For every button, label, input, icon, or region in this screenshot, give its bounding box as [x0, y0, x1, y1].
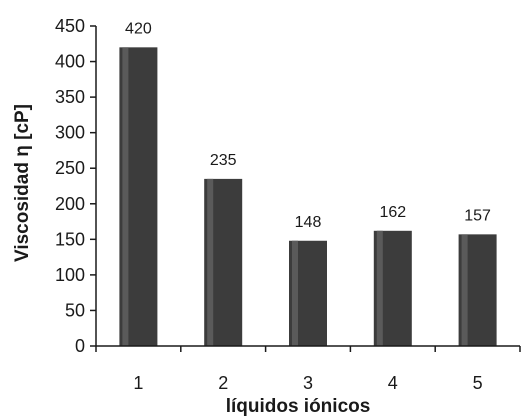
bars [119, 47, 497, 346]
y-tick-label: 0 [75, 336, 85, 356]
x-tick-label-4: 4 [388, 373, 398, 393]
y-tick-label: 200 [55, 194, 85, 214]
y-axis-title: Viscosidad η [cP] [12, 104, 33, 262]
y-tick-label: 100 [55, 265, 85, 285]
bar-highlight [292, 240, 298, 346]
data-label-4: 162 [379, 204, 406, 221]
y-tick-label: 150 [55, 229, 85, 249]
x-tick-label-2: 2 [218, 373, 228, 393]
data-labels: 420 235 148 162 157 [125, 20, 491, 230]
x-axis-title: líquidos iónicos [226, 396, 371, 417]
y-tick-label: 50 [65, 300, 85, 320]
y-tick-label: 350 [55, 87, 85, 107]
y-tick-label: 400 [55, 52, 85, 72]
bar-highlight [207, 178, 214, 346]
x-tick-label-3: 3 [303, 373, 313, 393]
bar-highlight [122, 47, 129, 346]
y-tick-label: 450 [55, 16, 85, 36]
x-axis-ticks: 1 2 3 4 5 [95, 346, 521, 393]
y-tick-label: 250 [55, 158, 85, 178]
data-label-2: 235 [210, 152, 237, 169]
bar-highlight [461, 234, 468, 346]
bar-highlight [376, 230, 383, 346]
y-axis-ticks: 0 50 100 150 200 250 300 350 400 450 [55, 16, 96, 356]
y-tick-label: 300 [55, 123, 85, 143]
data-label-3: 148 [295, 214, 322, 231]
x-tick-label-5: 5 [473, 373, 483, 393]
data-label-1: 420 [125, 20, 152, 37]
data-label-5: 157 [464, 207, 491, 224]
x-tick-label-1: 1 [133, 373, 143, 393]
